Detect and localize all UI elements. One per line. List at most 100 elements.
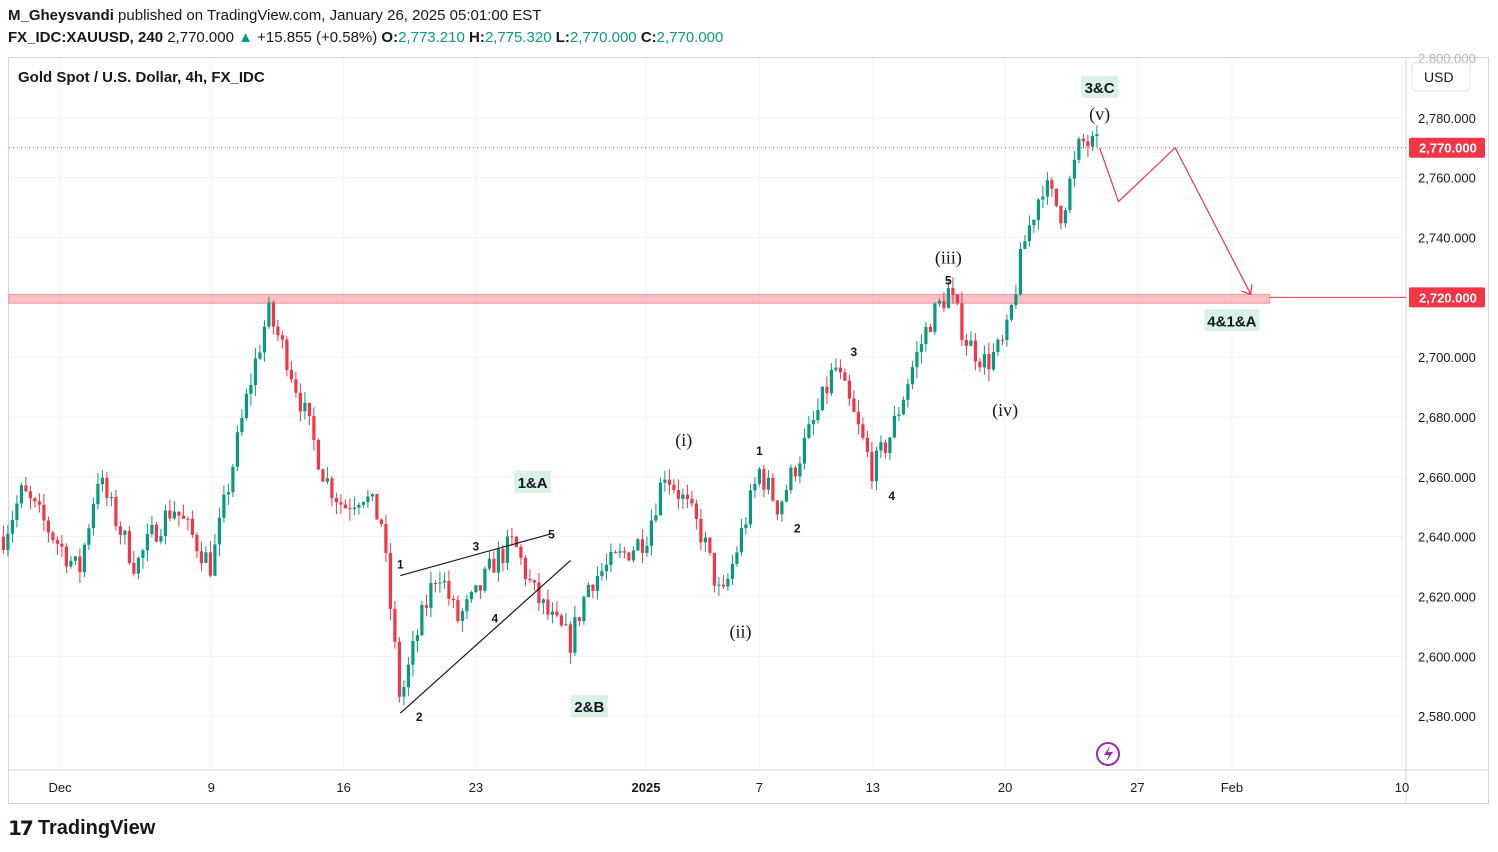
candle-body	[141, 550, 145, 558]
currency-button[interactable]	[1411, 62, 1471, 92]
wave-label: 4&1&A	[1207, 313, 1256, 330]
candle-body	[226, 492, 230, 495]
candle-body	[397, 641, 401, 697]
candle-body	[843, 372, 847, 381]
candle-body	[717, 584, 721, 586]
candle-body	[969, 340, 973, 346]
candle-body	[1090, 135, 1094, 147]
candle-body	[573, 617, 577, 653]
candle-body	[33, 498, 37, 502]
candle-body	[91, 504, 95, 529]
price-axis[interactable]: 2,580.000 2,600.000 2,620.000 2,640.000 2,66…	[1409, 51, 1485, 724]
candle-body	[456, 600, 460, 622]
candle-body	[1009, 304, 1013, 320]
candle-body	[1, 536, 5, 551]
candle-body	[1095, 134, 1099, 136]
wave-label: 3	[473, 540, 480, 554]
price-tick-label: 2,680.000	[1418, 410, 1476, 425]
candle-body	[879, 442, 883, 451]
high-value: 2,775.320	[484, 29, 552, 46]
wave-label: 4	[888, 489, 895, 503]
price-label-text: 2,720.000	[1419, 290, 1477, 305]
candle-body	[469, 592, 473, 600]
wave-label-box	[570, 695, 608, 718]
candle-body	[172, 511, 176, 519]
candle-body	[186, 518, 190, 520]
candle-body	[1023, 241, 1027, 249]
candle-body	[735, 552, 739, 564]
candle-body	[771, 477, 775, 501]
candle-body	[15, 503, 19, 520]
author-name[interactable]: M_Gheysvandi	[8, 7, 114, 24]
candle-body	[982, 353, 986, 368]
candle-body	[586, 584, 590, 598]
candle-body	[37, 501, 41, 505]
candle-body	[384, 524, 388, 554]
candle-body	[393, 608, 397, 642]
candle-body	[883, 442, 887, 454]
wedge-lower-line	[399, 560, 571, 714]
candle-body	[942, 301, 946, 309]
candle-body	[87, 528, 91, 545]
lightning-icon[interactable]	[1096, 742, 1120, 766]
candle-body	[510, 536, 514, 538]
candle-body	[861, 424, 865, 438]
candle-body	[928, 326, 932, 332]
price-tick-label: 2,620.000	[1418, 589, 1476, 604]
candle-body	[1086, 141, 1090, 147]
candle-body	[811, 420, 815, 425]
candle-body	[451, 598, 455, 601]
price-change: +15.855 (+0.58%)	[257, 29, 378, 46]
candle-body	[780, 501, 784, 515]
candle-body	[789, 467, 793, 491]
candle-body	[1077, 138, 1081, 160]
candle-body	[613, 551, 617, 553]
candle-body	[933, 303, 937, 332]
candle-body	[190, 518, 194, 535]
candle-body	[406, 664, 410, 688]
candle-body	[1027, 225, 1031, 242]
candle-body	[96, 484, 100, 505]
candle-body	[721, 584, 725, 587]
resistance-zone[interactable]	[8, 147, 1406, 304]
ohlc-legend: FX_IDC:XAUUSD, 240 2,770.000 ▲ +15.855 (…	[8, 29, 724, 46]
candle-body	[685, 494, 689, 499]
candle-body	[46, 520, 50, 533]
candle-body	[222, 494, 226, 518]
candle-body	[996, 339, 1000, 352]
wave-label: 1	[756, 444, 763, 458]
currency-label[interactable]: USD	[1424, 69, 1454, 85]
candle-body	[298, 392, 302, 412]
price-tick-label: 2,640.000	[1418, 530, 1476, 545]
candle-body	[447, 580, 451, 599]
candle-body	[604, 564, 608, 572]
candle-body	[388, 553, 392, 609]
close-value: 2,770.000	[656, 29, 724, 46]
candle-body	[681, 494, 685, 499]
candle-body	[541, 599, 545, 603]
symbol-label: FX_IDC:XAUUSD, 240	[8, 29, 164, 46]
candle-body	[415, 635, 419, 641]
time-axis[interactable]: Dec 9 16 23 2025 7 13 20 27 Feb 10	[49, 780, 1410, 795]
wedge-lines[interactable]	[399, 533, 571, 714]
candle-body	[618, 551, 622, 553]
candle-body	[748, 490, 752, 525]
open-value: 2,773.210	[398, 29, 465, 46]
tradingview-logo[interactable]: 𝟭𝟳 TradingView	[8, 816, 155, 841]
time-tick-label: 16	[336, 780, 350, 795]
price-tick-label: 2,580.000	[1418, 709, 1476, 724]
candle-body	[555, 611, 559, 616]
candle-body	[307, 402, 311, 417]
projection-path[interactable]	[1099, 146, 1253, 296]
candle-body	[267, 302, 271, 327]
candle-body	[892, 415, 896, 438]
candle-body	[910, 367, 914, 385]
candle-body	[708, 537, 712, 553]
candle-body	[537, 582, 541, 603]
candle-body	[991, 351, 995, 370]
candle-body	[694, 503, 698, 519]
candle-body	[1059, 205, 1063, 224]
wave-label: (ii)	[730, 621, 752, 642]
candle-body	[672, 484, 676, 490]
